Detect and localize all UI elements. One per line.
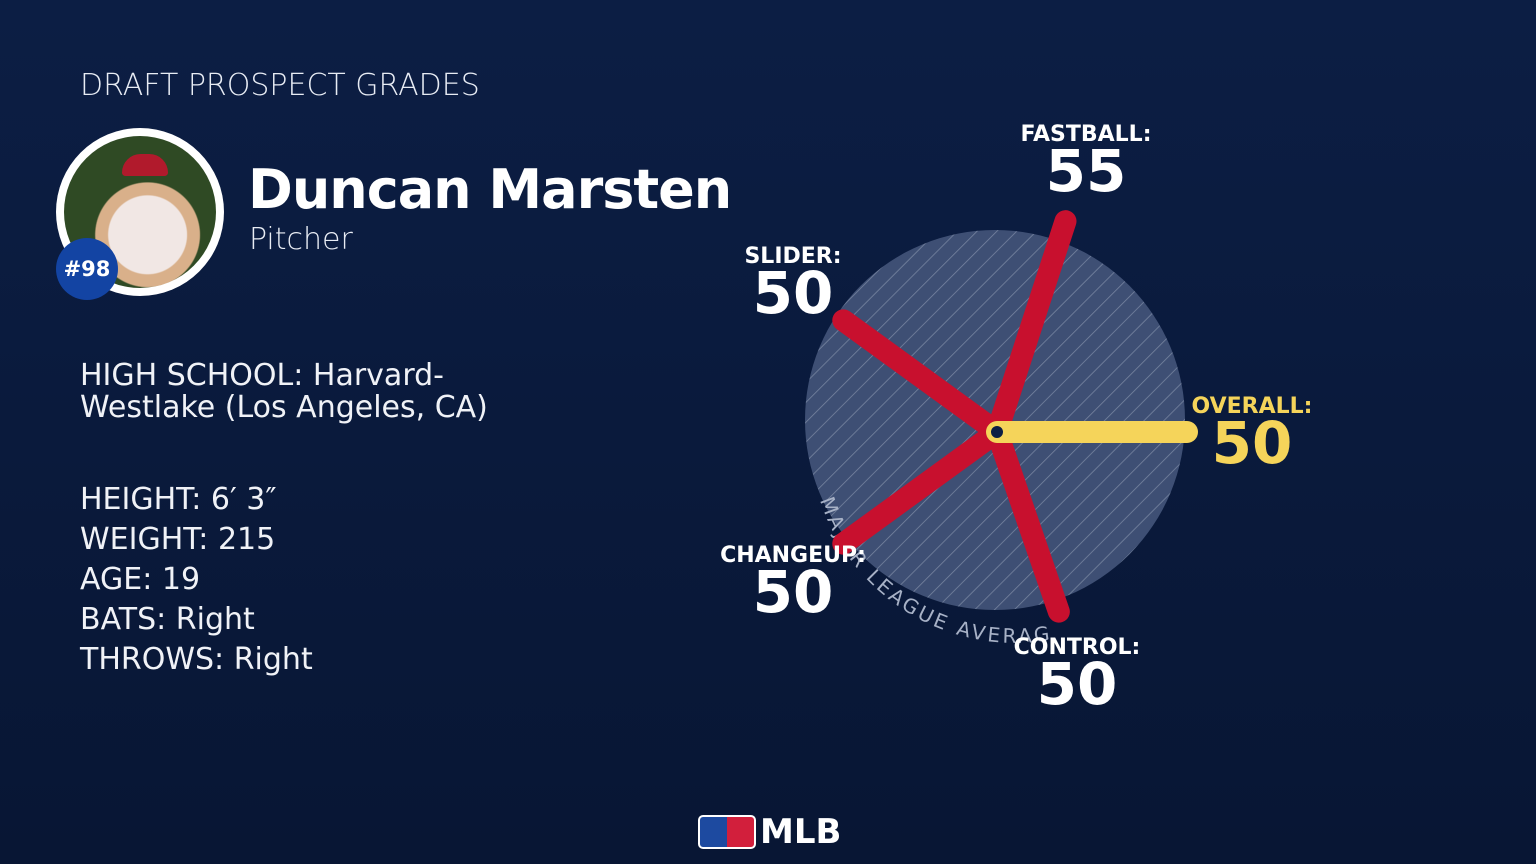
value-label: 50: [753, 558, 834, 626]
bio-list: HEIGHT: 6′ 3″ WEIGHT: 215 AGE: 19 BATS: Rig…: [80, 480, 313, 680]
bio-row: BATS: Right: [80, 600, 313, 640]
bio-label: BATS:: [80, 602, 167, 637]
bio-value: 6′ 3″: [210, 482, 277, 517]
footer-logo: MLB: [698, 812, 841, 852]
value-label: 50: [1037, 650, 1118, 718]
hub: [987, 422, 1007, 442]
photo-ring: [56, 128, 224, 296]
bio-value: Right: [233, 642, 313, 677]
bio-label: WEIGHT:: [80, 522, 209, 557]
bio-row: AGE: 19: [80, 560, 313, 600]
category-label: CONTROL:: [1014, 635, 1141, 660]
bio-row: THROWS: Right: [80, 640, 313, 680]
bio-value: 19: [161, 562, 201, 597]
category-label: CHANGEUP:: [720, 543, 866, 568]
school-label: HIGH SCHOOL:: [80, 358, 304, 393]
bio-value: 215: [217, 522, 276, 557]
title: DRAFT PROSPECT GRADES: [80, 68, 480, 103]
value-label: 50: [753, 259, 834, 327]
spoke: [832, 421, 1008, 555]
player-name: Duncan Marsten: [248, 158, 732, 221]
value-label: 50: [1212, 409, 1293, 477]
category-label: FASTBALL:: [1020, 122, 1151, 147]
value-label: 55: [1046, 137, 1127, 205]
spoke: [986, 421, 1070, 623]
category-label: OVERALL:: [1192, 394, 1313, 419]
bio-row: WEIGHT: 215: [80, 520, 313, 560]
rank-badge: #98: [56, 238, 118, 300]
player-position: Pitcher: [249, 222, 353, 257]
bio-row: HEIGHT: 6′ 3″: [80, 480, 313, 520]
school-value: Harvard-Westlake (Los Angeles, CA): [80, 358, 488, 425]
bio-value: Right: [175, 602, 255, 637]
spoke: [832, 309, 1008, 443]
school: HIGH SCHOOL: Harvard-Westlake (Los Angel…: [80, 360, 500, 424]
bio-label: AGE:: [80, 562, 153, 597]
bio-label: HEIGHT:: [80, 482, 202, 517]
category-label: SLIDER:: [744, 244, 841, 269]
bio-label: THROWS:: [80, 642, 225, 677]
spoke: [986, 210, 1077, 443]
rank: #98: [63, 257, 111, 281]
logo-text: MLB: [760, 812, 842, 852]
